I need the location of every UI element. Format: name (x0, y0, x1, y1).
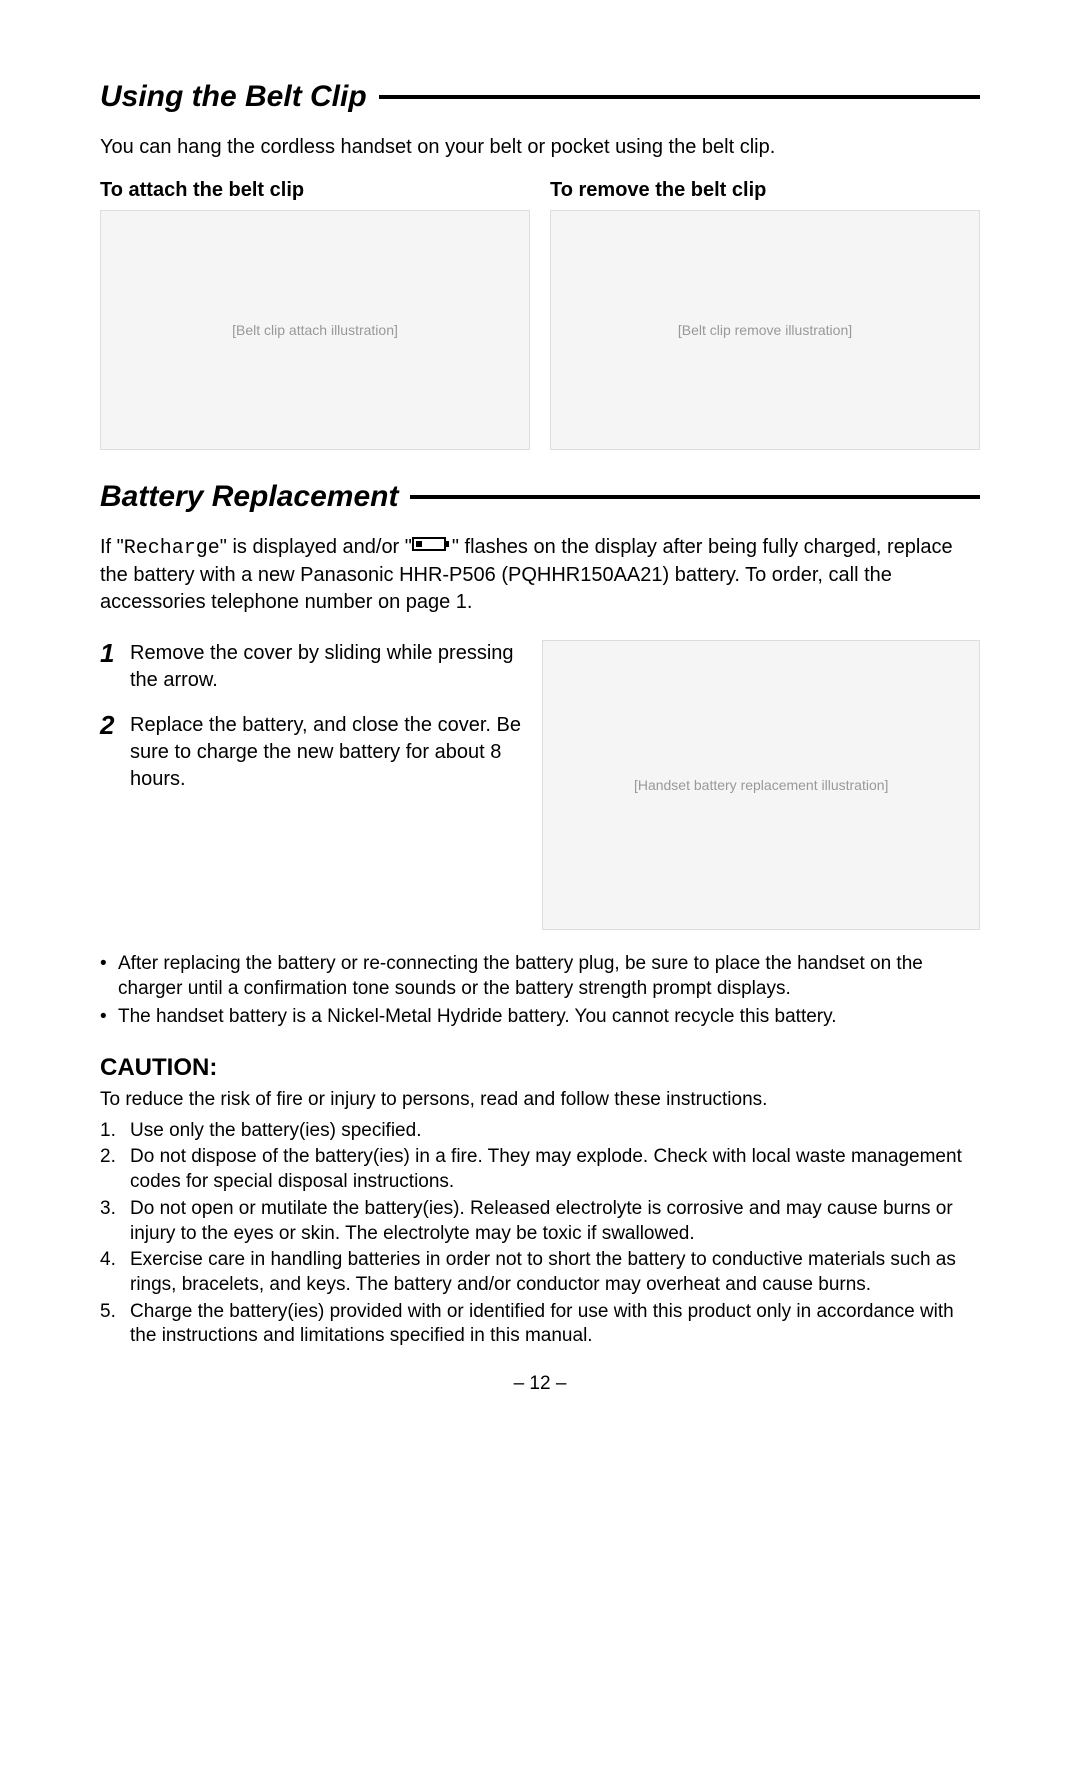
bullet-dot-icon: • (100, 1005, 112, 1030)
steps-row: 1 Remove the cover by sliding while pres… (100, 640, 980, 930)
step-number: 1 (100, 640, 120, 694)
caution-text: Charge the battery(ies) provided with or… (130, 1300, 980, 1349)
remove-illustration: [Belt clip remove illustration] (550, 210, 980, 450)
caution-number: 5. (100, 1300, 124, 1349)
caution-text: Do not dispose of the battery(ies) in a … (130, 1145, 980, 1194)
illustration-column: [Handset battery replacement illustratio… (542, 640, 980, 930)
section-title-belt-clip: Using the Belt Clip (100, 80, 980, 114)
step-1: 1 Remove the cover by sliding while pres… (100, 640, 522, 694)
caution-item-2: 2. Do not dispose of the battery(ies) in… (100, 1145, 980, 1194)
caution-heading: CAUTION: (100, 1054, 980, 1082)
heading-battery: Battery Replacement (100, 480, 398, 514)
bullet-dot-icon: • (100, 952, 112, 1001)
attach-title: To attach the belt clip (100, 179, 530, 202)
caution-item-4: 4. Exercise care in handling batteries i… (100, 1248, 980, 1297)
page-number: – 12 – (100, 1373, 980, 1395)
rule-icon (410, 495, 980, 499)
battery-illustration: [Handset battery replacement illustratio… (542, 640, 980, 930)
remove-column: To remove the belt clip [Belt clip remov… (550, 179, 980, 450)
caution-number: 2. (100, 1145, 124, 1194)
note-text: The handset battery is a Nickel-Metal Hy… (118, 1005, 836, 1030)
step-number: 2 (100, 712, 120, 793)
desc-pre: If " (100, 536, 124, 558)
battery-notes: • After replacing the battery or re-conn… (100, 952, 980, 1030)
attach-illustration: [Belt clip attach illustration] (100, 210, 530, 450)
step-2: 2 Replace the battery, and close the cov… (100, 712, 522, 793)
step-text: Remove the cover by sliding while pressi… (130, 640, 522, 694)
remove-title: To remove the belt clip (550, 179, 980, 202)
note-text: After replacing the battery or re-connec… (118, 952, 980, 1001)
section-title-battery: Battery Replacement (100, 480, 980, 514)
caution-number: 4. (100, 1248, 124, 1297)
attach-column: To attach the belt clip [Belt clip attac… (100, 179, 530, 450)
belt-clip-intro: You can hang the cordless handset on you… (100, 134, 980, 161)
belt-clip-columns: To attach the belt clip [Belt clip attac… (100, 179, 980, 450)
caution-item-3: 3. Do not open or mutilate the battery(i… (100, 1197, 980, 1246)
caution-text: Do not open or mutilate the battery(ies)… (130, 1197, 980, 1246)
steps-column: 1 Remove the cover by sliding while pres… (100, 640, 522, 930)
caution-intro: To reduce the risk of fire or injury to … (100, 1088, 980, 1113)
caution-list: 1. Use only the battery(ies) specified. … (100, 1119, 980, 1349)
note-item: • After replacing the battery or re-conn… (100, 952, 980, 1001)
desc-mid: " is displayed and/or " (220, 536, 412, 558)
caution-text: Exercise care in handling batteries in o… (130, 1248, 980, 1297)
battery-desc: If "Recharge" is displayed and/or "" fla… (100, 534, 980, 616)
heading-belt-clip: Using the Belt Clip (100, 80, 367, 114)
caution-item-5: 5. Charge the battery(ies) provided with… (100, 1300, 980, 1349)
caution-item-1: 1. Use only the battery(ies) specified. (100, 1119, 980, 1144)
battery-icon (412, 534, 452, 561)
note-item: • The handset battery is a Nickel-Metal … (100, 1005, 980, 1030)
rule-icon (379, 95, 980, 99)
caution-number: 3. (100, 1197, 124, 1246)
step-text: Replace the battery, and close the cover… (130, 712, 522, 793)
caution-text: Use only the battery(ies) specified. (130, 1119, 421, 1144)
caution-number: 1. (100, 1119, 124, 1144)
recharge-text: Recharge (124, 537, 220, 560)
